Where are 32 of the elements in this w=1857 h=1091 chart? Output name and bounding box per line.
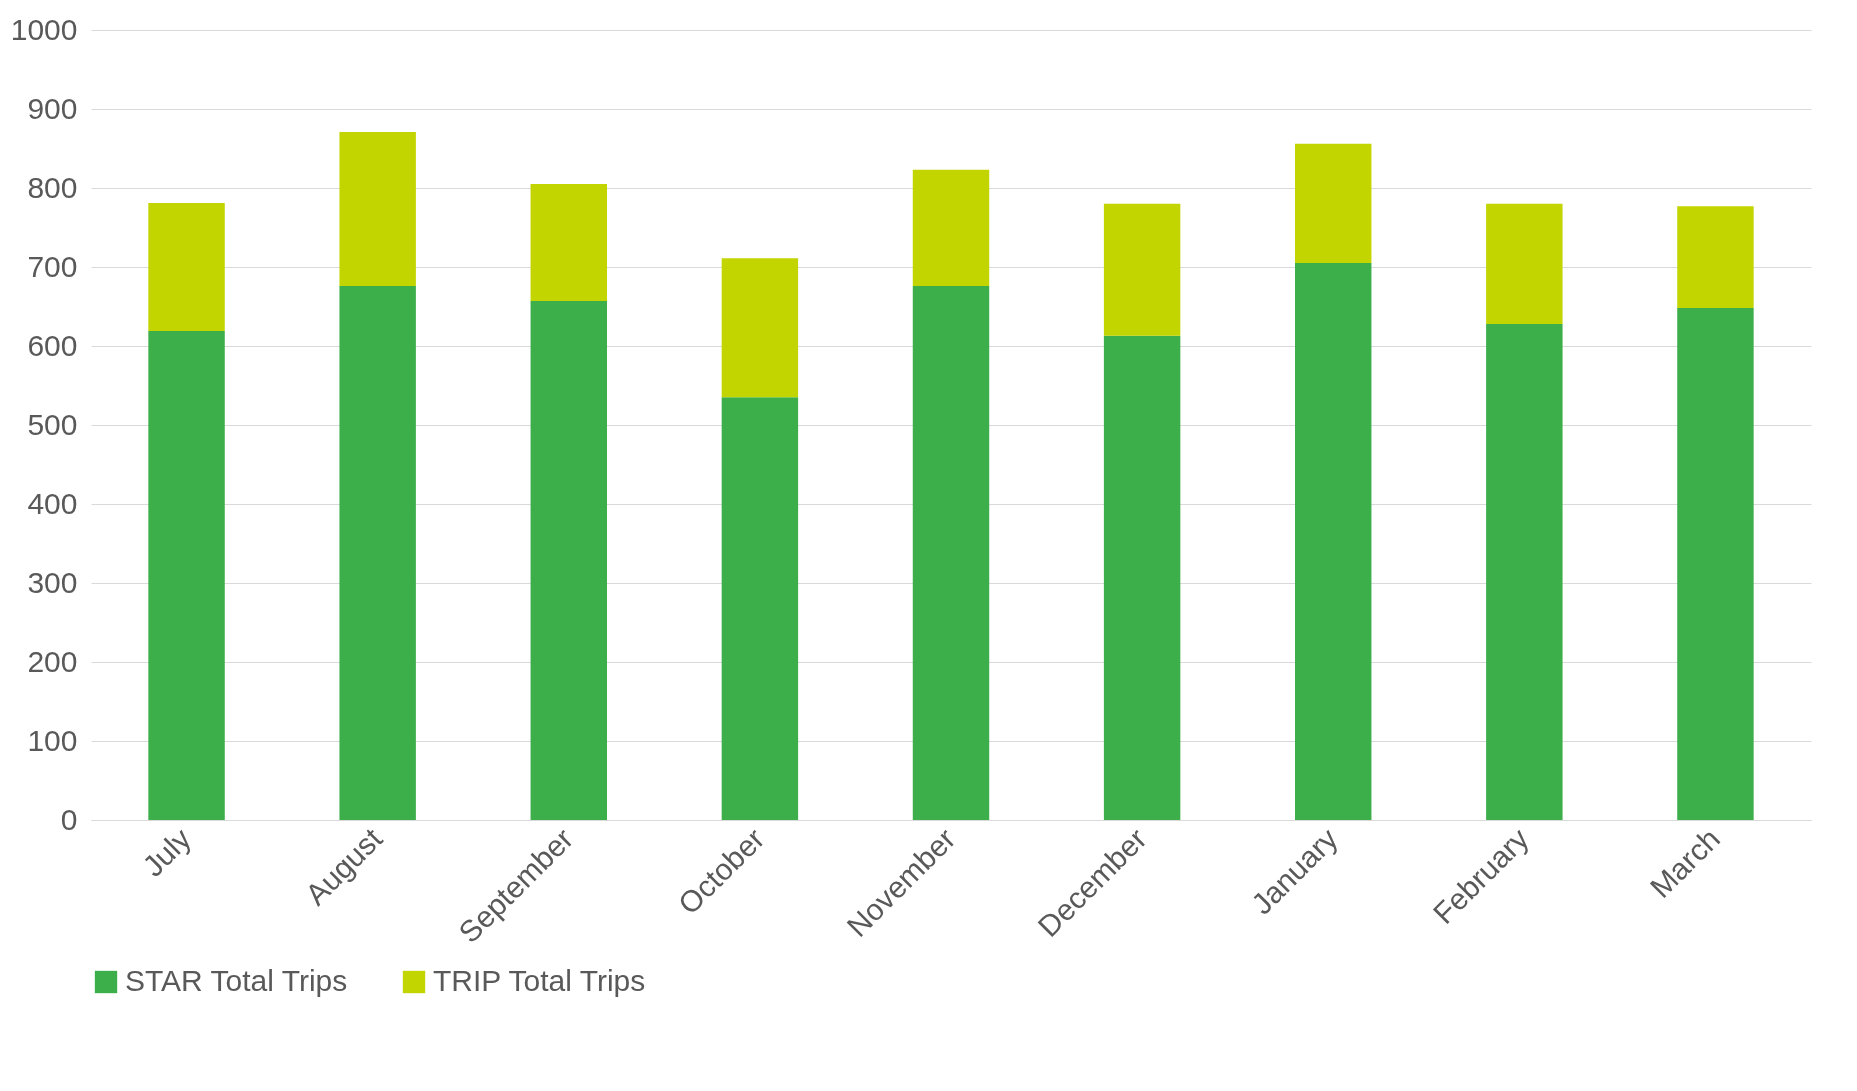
bar (912, 285, 990, 820)
bar (1677, 308, 1754, 820)
y-tick-label: 500 (27, 407, 78, 441)
bar (1103, 203, 1181, 336)
legend-label: TRIP Total Trips (433, 964, 646, 997)
bar (1295, 263, 1372, 820)
bar (339, 131, 416, 286)
bar (1677, 206, 1754, 309)
bar (148, 330, 225, 820)
bar (530, 184, 607, 301)
bar (912, 169, 990, 286)
y-tick-label: 900 (27, 91, 78, 125)
bar (721, 397, 799, 820)
y-tick-label: 200 (27, 644, 78, 678)
legend-label: STAR Total Trips (125, 964, 348, 997)
bar (339, 285, 416, 820)
y-tick-label: 600 (27, 328, 78, 362)
bar (1486, 323, 1563, 820)
y-tick-label: 800 (27, 170, 78, 204)
bar (1486, 203, 1563, 324)
bar (148, 203, 225, 331)
bar (721, 258, 799, 398)
bar (530, 300, 607, 820)
bar (1103, 335, 1181, 820)
y-tick-label: 1000 (10, 12, 78, 46)
y-tick-label: 300 (27, 565, 78, 599)
y-tick-label: 700 (27, 249, 78, 283)
y-tick-label: 400 (27, 486, 78, 520)
x-tick-label: July (136, 821, 198, 883)
bar (1295, 143, 1372, 264)
y-tick-label: 100 (27, 723, 78, 757)
y-tick-label: 0 (60, 802, 78, 836)
